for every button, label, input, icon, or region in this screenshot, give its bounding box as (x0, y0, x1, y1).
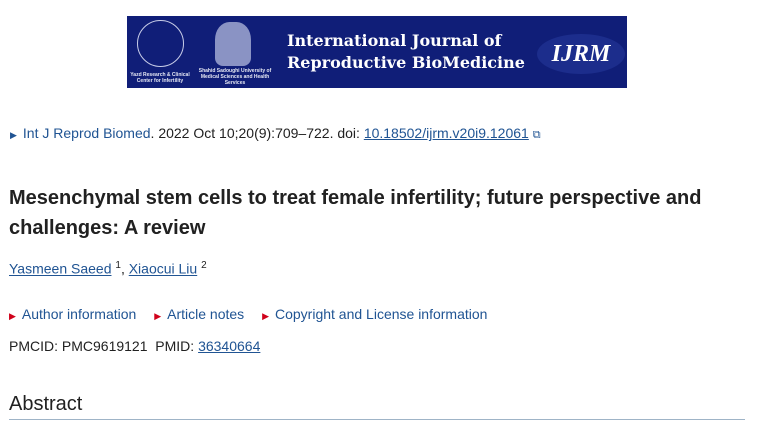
logo-caption: Shahid Sadoughi University of Medical Sc… (198, 68, 272, 86)
pmid-link[interactable]: 36340664 (198, 338, 261, 354)
pmcid: PMCID: PMC9619121 (9, 338, 148, 354)
triangle-icon: ▶ (262, 311, 269, 321)
pmid-label: PMID: (155, 338, 199, 354)
article-info-links: ▶ Author information ▶ Article notes ▶ Copy… (9, 306, 501, 322)
citation: ▶ Int J Reprod Biomed. 2022 Oct 10;20(9):… (10, 125, 541, 142)
university-logo-icon (215, 22, 251, 66)
article-notes-toggle[interactable]: Article notes (167, 306, 245, 322)
affiliation-sup: 1 (115, 260, 121, 271)
ijrm-logo: IJRM (537, 34, 625, 74)
triangle-icon: ▶ (154, 311, 162, 321)
logo-caption: Yazd Research & Clinical Center for Infe… (130, 72, 190, 84)
author-link[interactable]: Xiaocui Liu (128, 260, 198, 277)
yazd-logo-icon (137, 20, 184, 67)
author-information-toggle[interactable]: Author information (21, 306, 137, 322)
author-link[interactable]: Yasmeen Saeed (9, 260, 112, 277)
article-ids: PMCID: PMC9619121 PMID: 36340664 (9, 338, 260, 354)
article-title: Mesenchymal stem cells to treat female i… (9, 187, 702, 239)
doi-link[interactable]: 10.18502/ijrm.v20i9.12061 (363, 125, 529, 141)
journal-title: International Journal of Reproductive Bio… (287, 31, 525, 72)
journal-banner[interactable]: Yazd Research & Clinical Center for Infe… (127, 16, 627, 88)
external-link-icon: ⧉ (532, 129, 541, 141)
authors: Yasmeen Saeed 1, Xiaocui Liu 2 (9, 260, 207, 277)
affiliation-sup: 2 (201, 260, 207, 271)
abstract-heading: Abstract (9, 393, 745, 420)
citation-details: . 2022 Oct 10;20(9):709–722. doi: (150, 125, 364, 141)
copyright-toggle[interactable]: Copyright and License information (275, 306, 488, 322)
journal-link[interactable]: Int J Reprod Biomed (22, 125, 151, 141)
triangle-icon: ▶ (9, 311, 16, 321)
triangle-icon[interactable]: ▶ (10, 130, 17, 140)
